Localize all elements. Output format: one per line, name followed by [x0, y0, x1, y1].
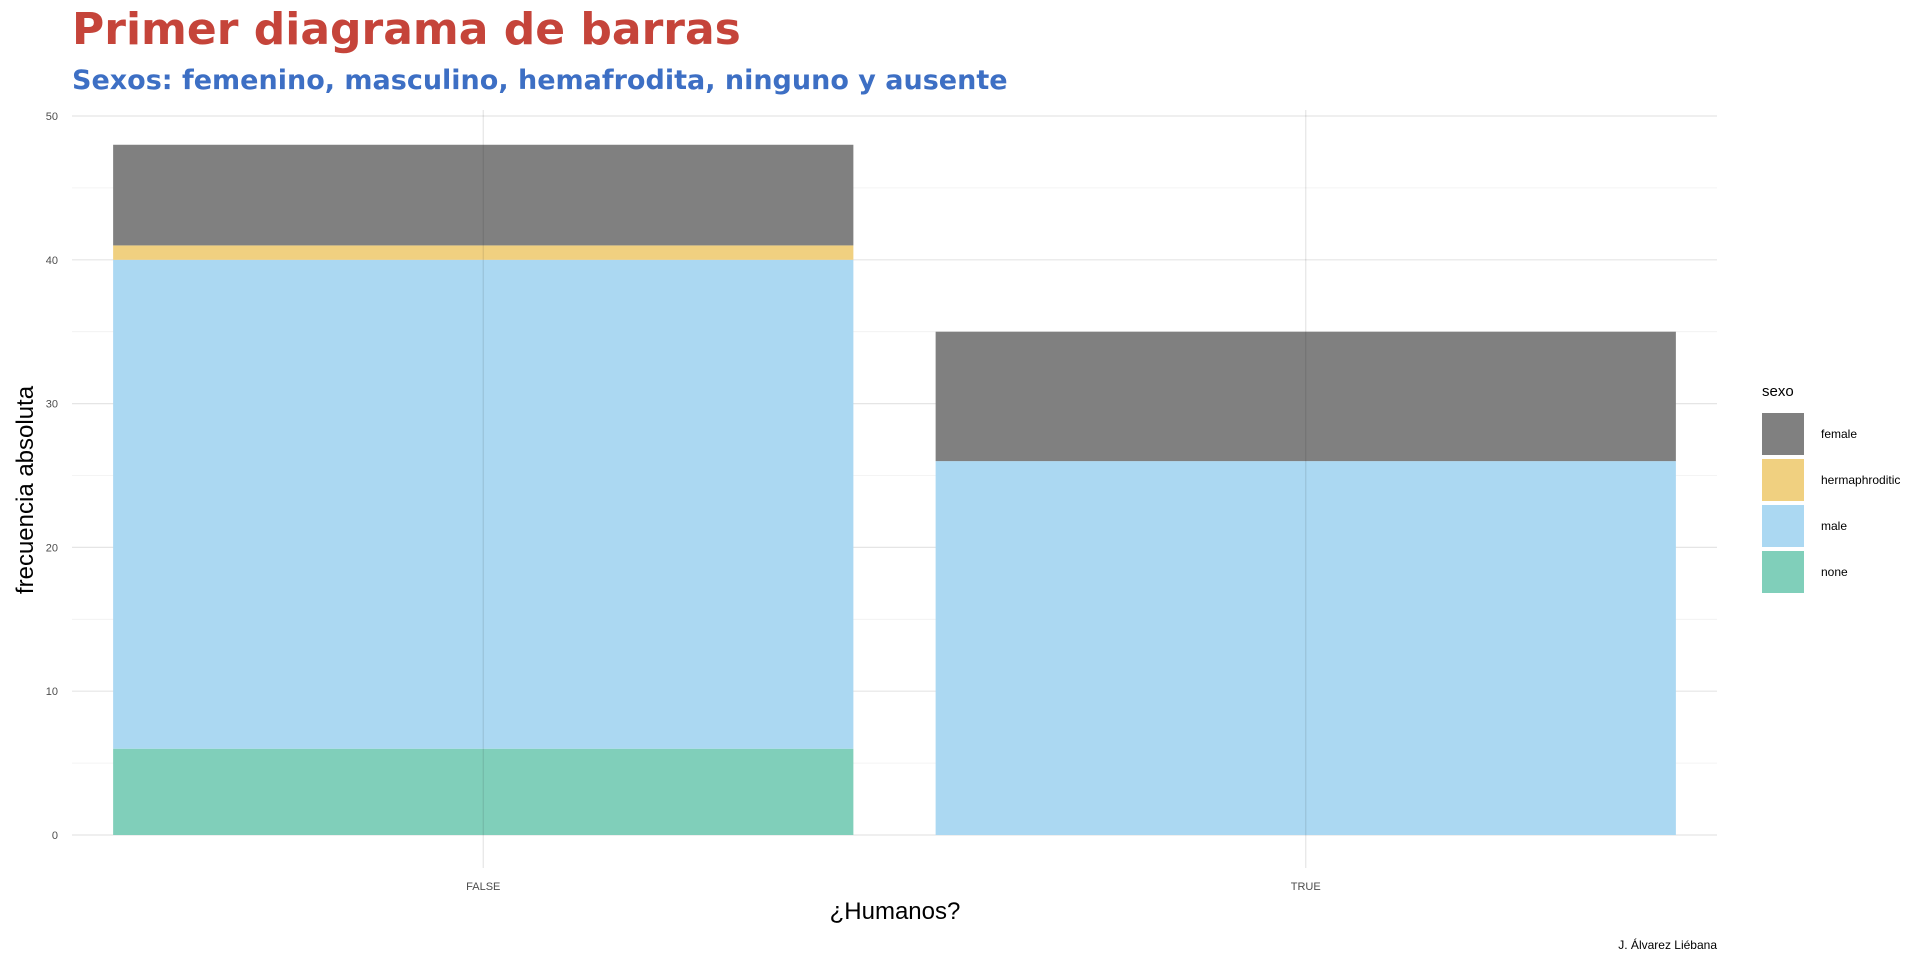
y-tick-label: 40 — [46, 255, 58, 267]
x-axis-ticks: FALSE TRUE — [466, 881, 1321, 893]
bar-segment-hermaphroditic — [113, 245, 854, 260]
caption: J. Álvarez Liébana — [1618, 937, 1717, 952]
legend-label: female — [1821, 427, 1857, 441]
legend-key-hermaphroditic — [1762, 459, 1804, 501]
y-tick-label: 30 — [46, 399, 58, 411]
y-tick-label: 20 — [46, 542, 58, 554]
legend-key-male — [1762, 505, 1804, 547]
y-tick-label: 50 — [46, 111, 58, 123]
bars — [113, 144, 1676, 835]
legend-label: none — [1821, 565, 1848, 579]
x-tick-label: FALSE — [466, 881, 500, 893]
y-tick-label: 0 — [52, 830, 58, 842]
legend-title: sexo — [1762, 383, 1794, 400]
legend-key-female — [1762, 413, 1804, 455]
bar-segment-female — [113, 144, 854, 246]
bar-segment-male — [935, 461, 1676, 835]
y-axis-title: frecuencia absoluta — [12, 385, 39, 594]
chart-title: Primer diagrama de barras — [72, 4, 741, 55]
x-tick-label: TRUE — [1291, 881, 1321, 893]
x-axis-title: ¿Humanos? — [830, 898, 961, 925]
y-tick-label: 10 — [46, 686, 58, 698]
bar-segment-female — [935, 331, 1676, 462]
bar-segment-none — [113, 748, 854, 835]
legend-label: hermaphroditic — [1821, 473, 1900, 487]
legend: sexo female hermaphroditic male none — [1762, 383, 1900, 593]
x-grid-lines — [482, 110, 1307, 868]
y-axis-ticks: 0 10 20 30 40 50 — [46, 111, 58, 842]
legend-key-none — [1762, 551, 1804, 593]
legend-label: male — [1821, 519, 1847, 533]
chart-subtitle: Sexos: femenino, masculino, hemafrodita,… — [72, 65, 1008, 96]
bar-segment-male — [113, 259, 854, 749]
